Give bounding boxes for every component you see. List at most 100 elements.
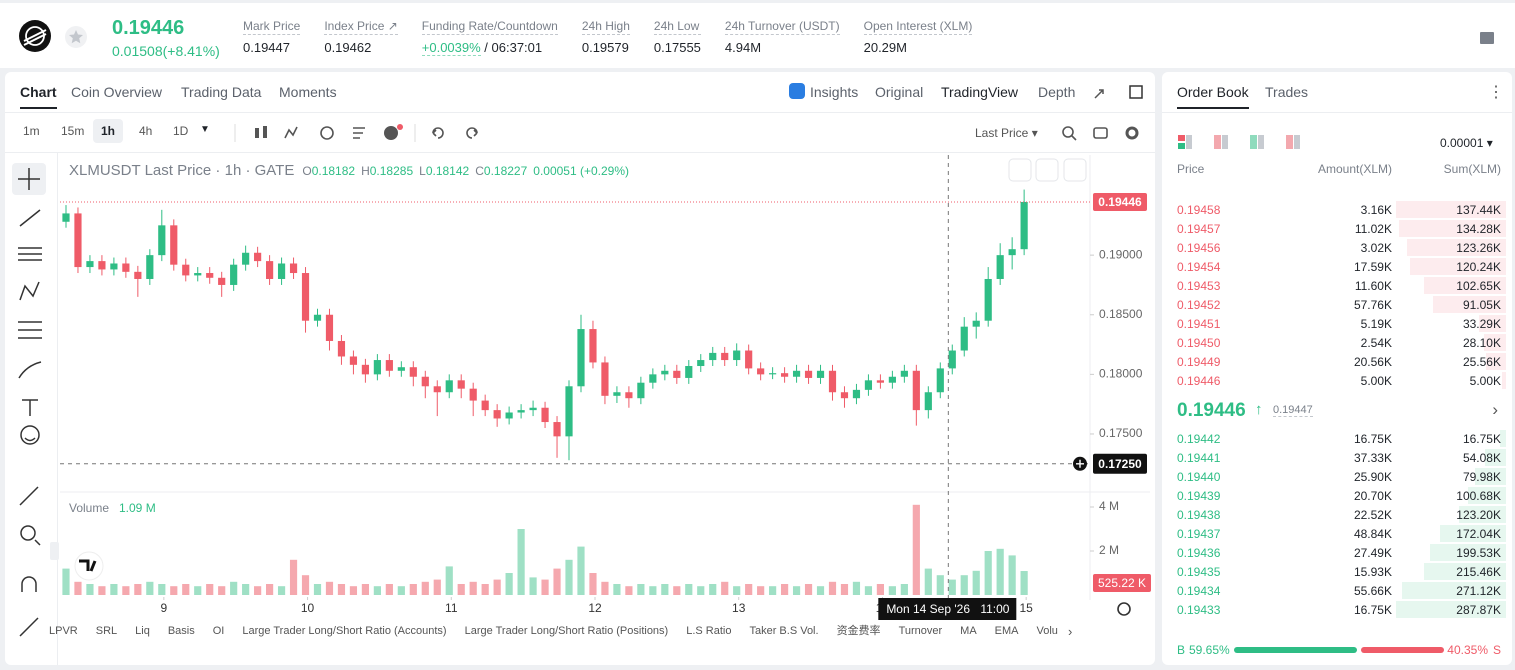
indicator[interactable]: 资金费率	[836, 625, 881, 637]
candle-body	[1020, 201, 1028, 250]
indicator-more[interactable]: ›	[1067, 624, 1073, 639]
candle-body	[505, 412, 513, 419]
view-tab[interactable]: Depth	[1038, 84, 1076, 100]
candle-body	[74, 213, 82, 268]
order-book-tab[interactable]: Trades	[1265, 84, 1309, 100]
interval[interactable]: 4h	[139, 124, 153, 138]
favorite-star[interactable]	[64, 25, 88, 49]
row-price[interactable]: 0.19436	[1177, 546, 1221, 560]
indicator[interactable]: MA	[960, 625, 977, 637]
row-price[interactable]: 0.19440	[1177, 470, 1221, 484]
depth-bar	[1475, 468, 1506, 485]
row-price[interactable]: 0.19439	[1177, 489, 1221, 503]
row-price[interactable]: 0.19441	[1177, 451, 1221, 465]
chart-tab[interactable]: Chart	[20, 84, 57, 109]
indicator[interactable]: L.S Ratio	[686, 625, 732, 637]
candle-body	[661, 370, 669, 375]
tool-icon	[19, 209, 41, 227]
row-price[interactable]: 0.19437	[1177, 527, 1221, 541]
chart: 0.17500 0.18000 0.18500 0.19000 2 M 4 M Volume…	[12, 155, 1151, 637]
indicator[interactable]: Basis	[167, 625, 195, 637]
row-price[interactable]: 0.19457	[1177, 222, 1221, 236]
candle-body	[864, 380, 873, 390]
candle-body	[122, 263, 130, 272]
row-price[interactable]: 0.19433	[1177, 603, 1221, 617]
chart-tab[interactable]: Moments	[279, 84, 337, 100]
indicator[interactable]: Large Trader Long/Short Ratio (Accounts)	[242, 625, 447, 637]
row-price[interactable]: 0.19451	[1177, 317, 1221, 331]
book-icon[interactable]	[1478, 29, 1496, 47]
interval[interactable]: 1D	[173, 124, 189, 138]
candle-body	[745, 350, 753, 369]
row-price[interactable]: 0.19450	[1177, 336, 1221, 350]
volume-bar	[697, 586, 705, 595]
row-price[interactable]: 0.19454	[1177, 260, 1221, 274]
price-source[interactable]: Last Price ▾	[975, 126, 1038, 140]
row-price[interactable]: 0.19434	[1177, 584, 1221, 598]
toolbar-icons[interactable]	[233, 124, 493, 142]
indicator[interactable]: EMA	[994, 625, 1019, 637]
volume-bar	[182, 584, 190, 595]
candle-body	[912, 370, 920, 411]
chart-tab[interactable]: Coin Overview	[71, 84, 163, 100]
stat-value: 4.94M	[724, 40, 762, 55]
interval-more[interactable]: ▼	[200, 124, 210, 135]
indicator[interactable]: Volu	[1036, 625, 1058, 637]
indicator[interactable]: Large Trader Long/Short Ratio (Positions…	[464, 625, 669, 637]
last-price-label: 0.19446	[1098, 195, 1142, 209]
indicator[interactable]: Taker B.S Vol.	[749, 625, 819, 637]
interval[interactable]: 1h	[93, 119, 124, 143]
volume-bar	[912, 504, 920, 595]
row-sum: 25.56K	[1462, 355, 1501, 369]
layout-icons[interactable]	[1174, 134, 1306, 150]
candle-body	[804, 370, 813, 378]
x-tick-label: 13	[732, 601, 746, 615]
crosshair-time-box	[878, 598, 1017, 620]
volume-bar	[242, 584, 250, 595]
view-tab[interactable]: Insights	[810, 84, 859, 100]
row-price[interactable]: 0.19452	[1177, 298, 1221, 312]
candle-body	[972, 320, 980, 327]
row-price[interactable]: 0.19458	[1177, 203, 1221, 217]
indicator[interactable]: SRL	[95, 625, 118, 637]
row-price[interactable]: 0.19446	[1177, 374, 1221, 388]
candle-body	[86, 261, 94, 268]
stat-value-extra: / 06:37:01	[480, 40, 543, 55]
row-price[interactable]: 0.19438	[1177, 508, 1221, 522]
volume-bar	[996, 548, 1004, 595]
row-price[interactable]: 0.19449	[1177, 355, 1221, 369]
row-price[interactable]: 0.19435	[1177, 565, 1221, 579]
order-book-tab[interactable]: Order Book	[1177, 84, 1249, 109]
interval[interactable]: 1m	[23, 124, 40, 138]
row-amount: 22.52K	[1353, 508, 1392, 522]
volume-bar	[924, 568, 932, 595]
insights-icon[interactable]	[789, 83, 805, 99]
legend-key: L	[419, 164, 426, 178]
row-price[interactable]: 0.19453	[1177, 279, 1221, 293]
indicator[interactable]: Turnover	[898, 625, 943, 637]
volume-bar	[134, 584, 142, 595]
volume-bar	[589, 573, 597, 595]
view-tab[interactable]: Original	[875, 84, 924, 100]
tool-icon	[18, 247, 42, 261]
precision[interactable]: 0.00001 ▾	[1440, 136, 1493, 150]
row-amount: 2.54K	[1360, 336, 1392, 350]
row-price[interactable]: 0.19456	[1177, 241, 1221, 255]
mid-more[interactable]: ›	[1492, 400, 1498, 419]
chart-tab[interactable]: Trading Data	[181, 84, 262, 100]
stat-label: Funding Rate/Countdown	[421, 19, 558, 35]
view-tab[interactable]: TradingView	[941, 84, 1019, 100]
chart-tools[interactable]	[1061, 124, 1145, 142]
stat: 24h Turnover (USDT) 4.94M	[724, 19, 840, 55]
indicator[interactable]: LPVR	[49, 625, 78, 637]
order-book-menu[interactable]: ⋮	[1488, 84, 1504, 101]
row-price[interactable]: 0.19442	[1177, 432, 1221, 446]
indicator[interactable]: OI	[212, 625, 225, 637]
volume-bar	[289, 559, 298, 595]
depth-bar	[1423, 563, 1506, 580]
candle-body	[840, 392, 849, 399]
candle-body	[397, 367, 405, 371]
interval[interactable]: 15m	[61, 124, 85, 138]
indicator[interactable]: Liq	[135, 625, 150, 637]
panel-icons[interactable]	[1093, 84, 1153, 100]
